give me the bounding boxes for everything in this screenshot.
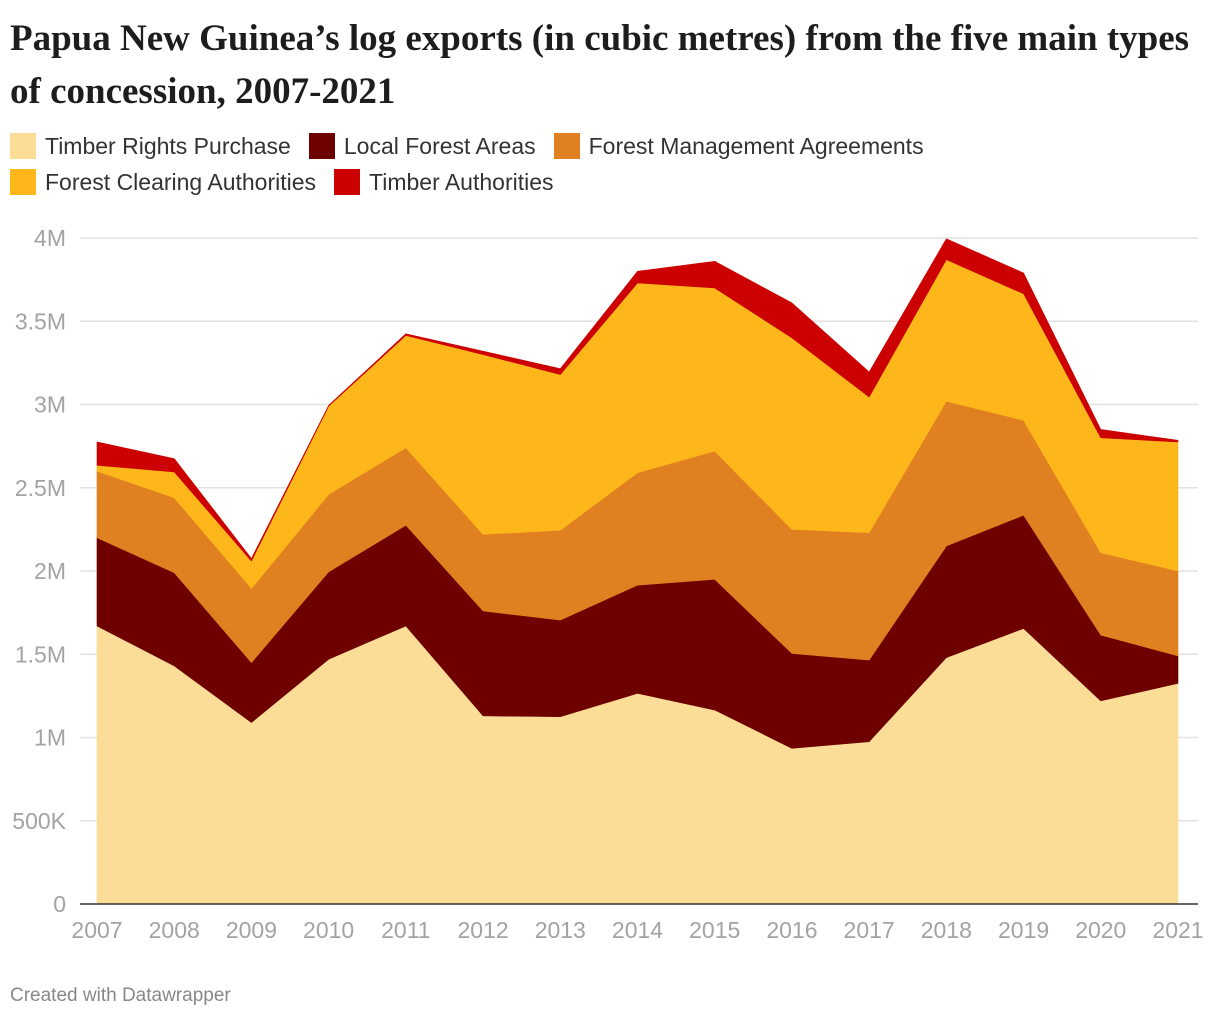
x-tick-label: 2009 <box>226 917 277 943</box>
x-tick-label: 2008 <box>149 917 200 943</box>
y-tick-label: 3M <box>34 392 66 418</box>
chart-area: 0 500K 1M 1.5M 2M 2.5M 3M 3.5M 4M 2007 2008 2009 201… <box>0 215 1220 960</box>
y-tick-label: 4M <box>34 225 66 251</box>
legend-swatch-timber-authorities <box>334 169 361 195</box>
x-tick-label: 2015 <box>689 917 740 943</box>
x-tick-label: 2012 <box>457 917 508 943</box>
legend-item-forest-clearing-authorities: Forest Clearing Authorities <box>10 169 316 195</box>
x-tick-label: 2017 <box>844 917 895 943</box>
y-tick-label: 2M <box>34 558 66 584</box>
y-tick-label: 500K <box>12 808 66 834</box>
x-tick-label: 2011 <box>381 917 430 943</box>
chart-legend: Timber Rights Purchase Local Forest Area… <box>10 133 1200 195</box>
stacked-area-chart: 0 500K 1M 1.5M 2M 2.5M 3M 3.5M 4M 2007 2008 2009 201… <box>12 225 1203 943</box>
legend-item-timber-authorities: Timber Authorities <box>334 169 554 195</box>
x-tick-label: 2014 <box>612 917 663 943</box>
legend-label-timber-authorities: Timber Authorities <box>369 168 554 195</box>
legend-label-forest-clearing-authorities: Forest Clearing Authorities <box>45 168 317 195</box>
x-tick-label: 2020 <box>1075 917 1126 943</box>
x-tick-label: 2007 <box>71 917 122 943</box>
chart-title: Papua New Guinea’s log exports (in cubic… <box>10 18 1190 112</box>
legend-item-forest-management-agreements: Forest Management Agreements <box>553 132 924 159</box>
y-tick-label: 2.5M <box>15 475 66 501</box>
legend-swatch-forest-clearing-authorities <box>10 169 36 195</box>
axes: 0 500K 1M 1.5M 2M 2.5M 3M 3.5M 4M 2007 2008 2009 201… <box>12 225 1203 943</box>
x-tick-label: 2016 <box>766 917 817 943</box>
area-series <box>96 238 1179 905</box>
y-tick-label: 1.5M <box>15 641 66 667</box>
legend-label-timber-rights-purchase: Timber Rights Purchase <box>45 132 291 159</box>
area-timber-authorities <box>96 238 1179 562</box>
x-tick-label: 2013 <box>535 917 586 943</box>
legend-label-local-forest-areas: Local Forest Areas <box>343 132 536 159</box>
x-tick-label: 2019 <box>998 917 1049 943</box>
y-tick-label: 3.5M <box>15 308 66 334</box>
credit-footer: Created with Datawrapper <box>10 985 231 1006</box>
legend-swatch-timber-rights-purchase <box>10 133 36 159</box>
y-tick-label: 0 <box>53 891 66 917</box>
legend-item-timber-rights-purchase: Timber Rights Purchase <box>10 133 291 159</box>
x-tick-label: 2018 <box>921 917 972 943</box>
x-tick-label: 2021 <box>1152 917 1203 943</box>
y-tick-label: 1M <box>34 725 66 751</box>
x-tick-label: 2010 <box>303 917 354 943</box>
legend-item-local-forest-areas: Local Forest Areas <box>308 132 536 159</box>
legend-swatch-local-forest-areas <box>308 133 335 159</box>
legend-label-forest-management-agreements: Forest Management Agreements <box>588 132 924 159</box>
legend-swatch-forest-management-agreements <box>553 133 580 159</box>
